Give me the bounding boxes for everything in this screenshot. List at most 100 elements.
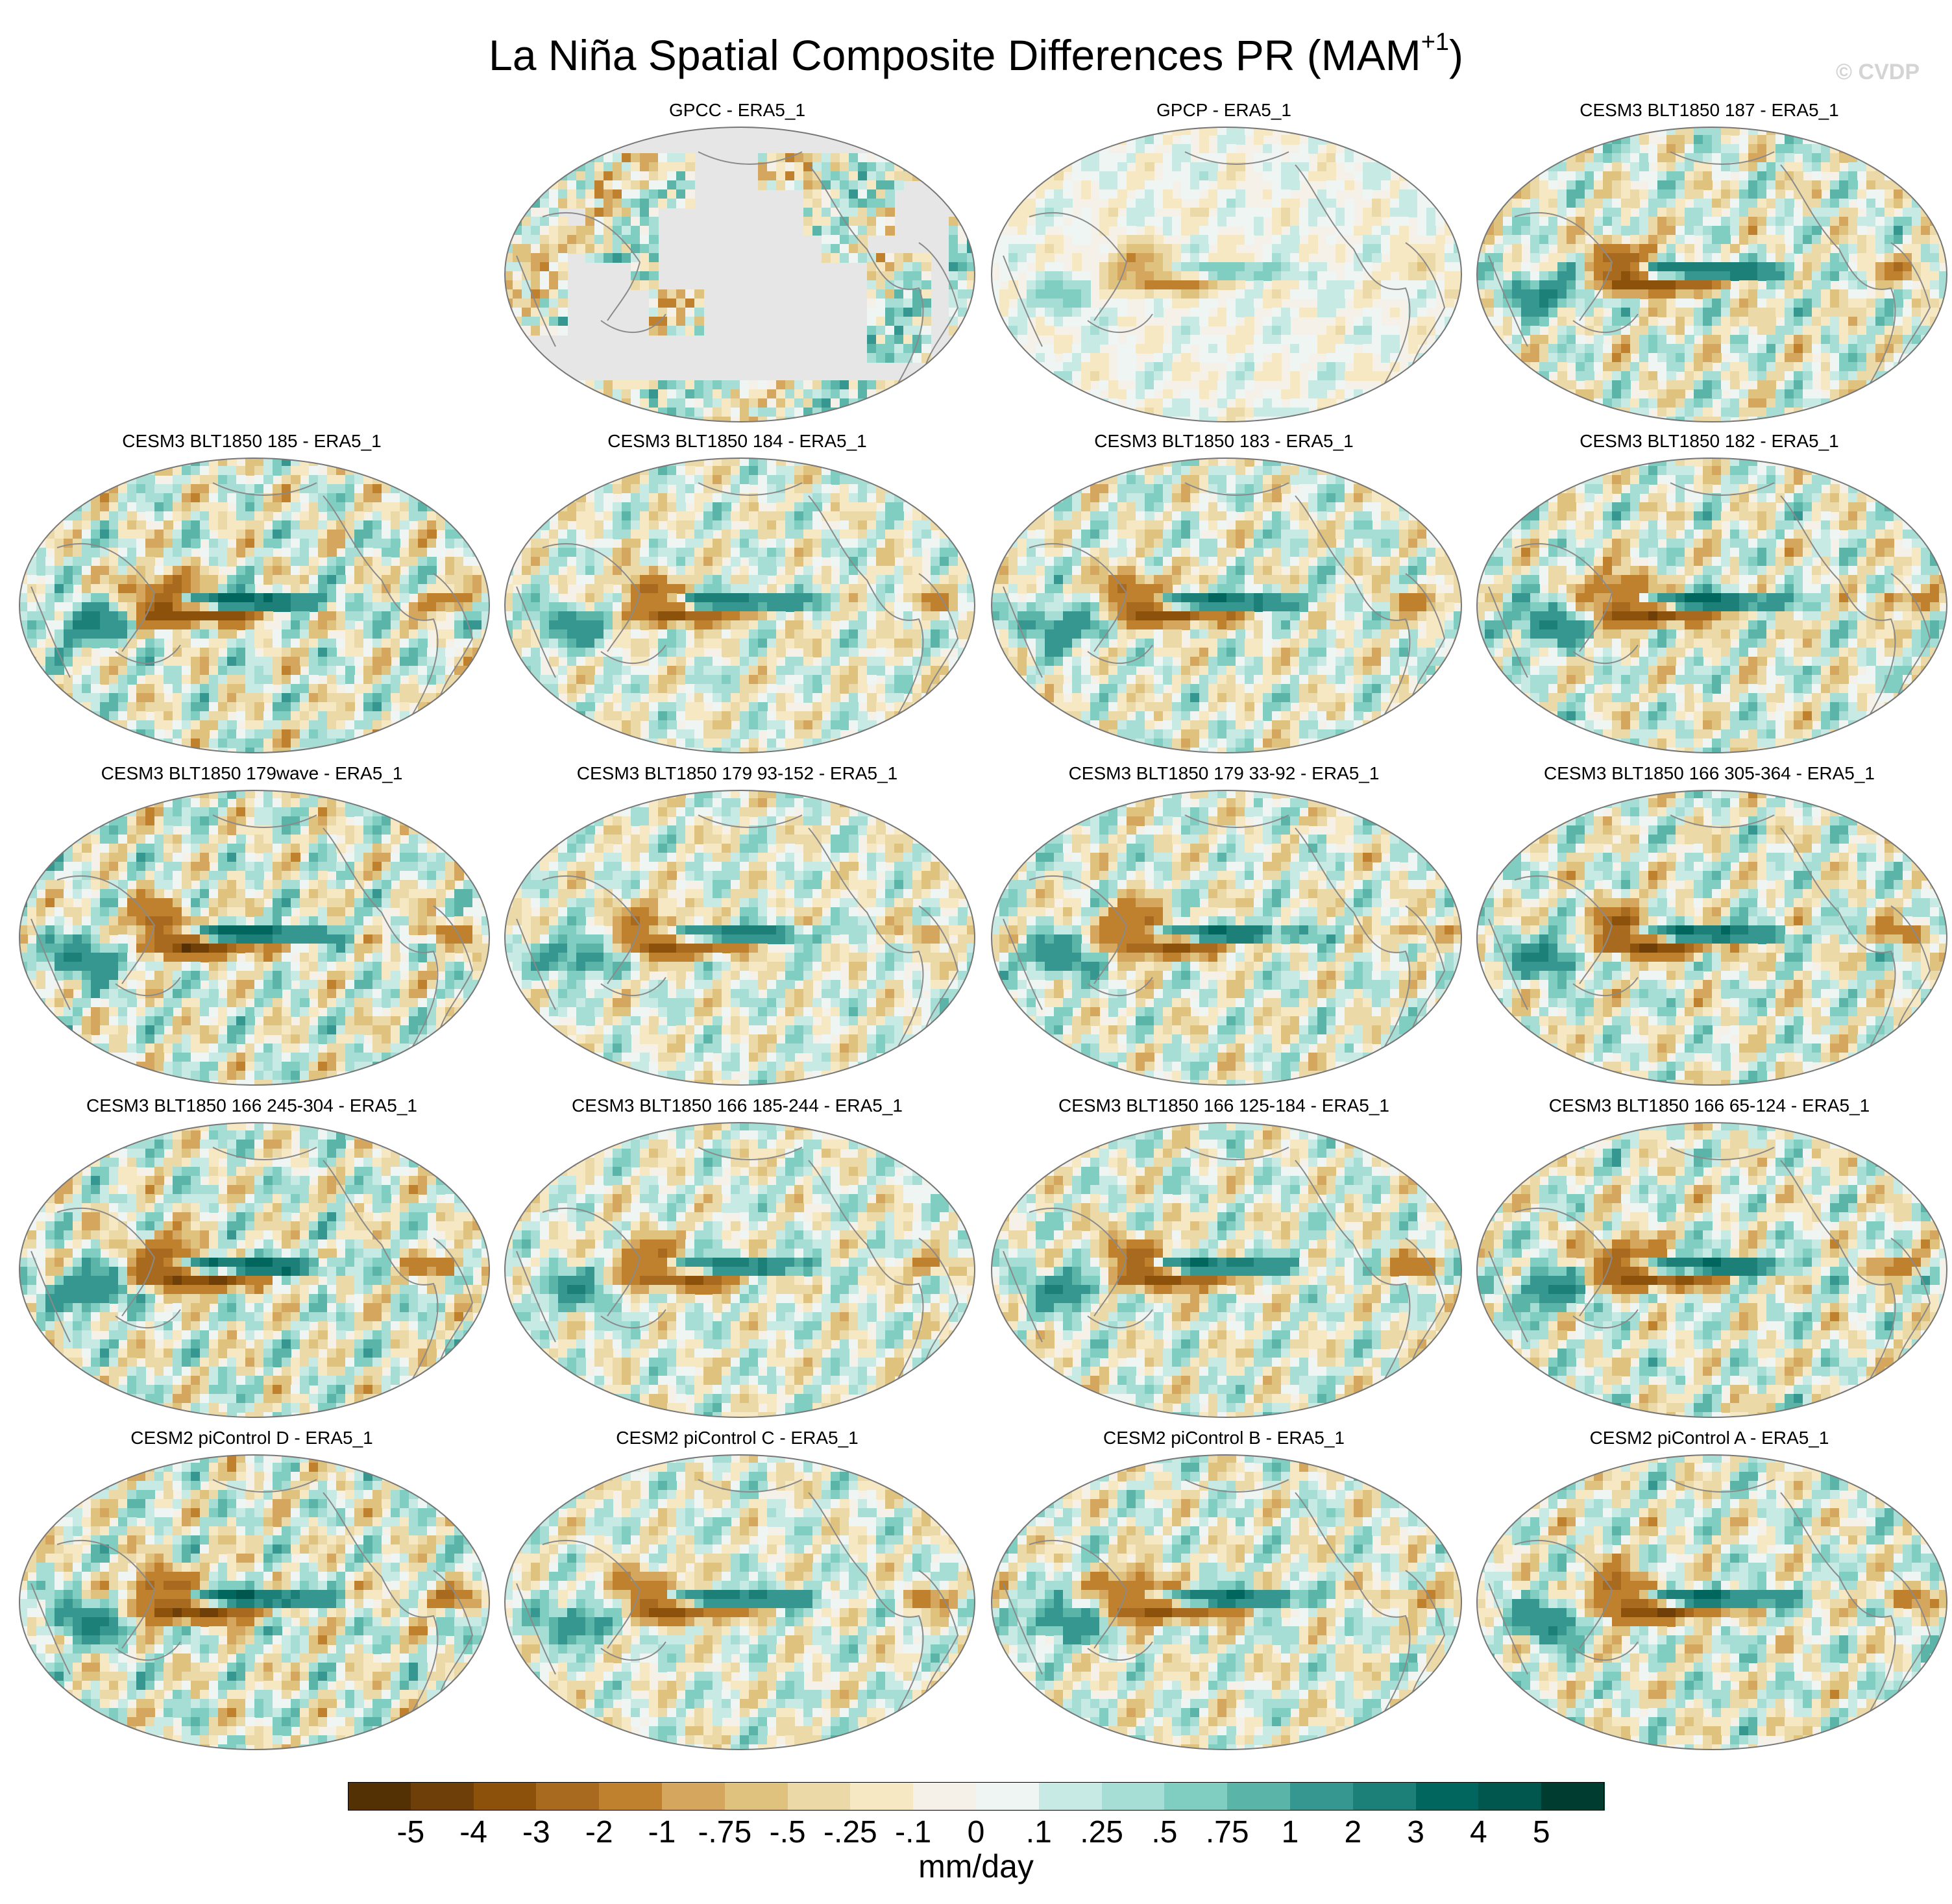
map-plot <box>504 127 975 422</box>
panel-title: CESM3 BLT1850 179 93-152 - ERA5_1 <box>497 762 977 785</box>
colorbar-tick-label: -.75 <box>698 1814 751 1851</box>
map-panel: GPCC - ERA5_1 <box>497 99 977 423</box>
panel-title: CESM3 BLT1850 166 185-244 - ERA5_1 <box>497 1094 977 1117</box>
map-plot <box>1476 1454 1947 1750</box>
panel-title: CESM3 BLT1850 184 - ERA5_1 <box>497 430 977 453</box>
colorbar-tick-label: -2 <box>585 1814 613 1851</box>
map-panel: CESM3 BLT1850 166 245-304 - ERA5_1 <box>12 1094 492 1419</box>
colorbar-swatch <box>1038 1782 1103 1811</box>
colorbar-swatch <box>850 1782 914 1811</box>
map-plot <box>19 1122 490 1418</box>
map-panel: CESM3 BLT1850 179wave - ERA5_1 <box>12 762 492 1086</box>
colorbar-tick-label: .5 <box>1151 1814 1177 1851</box>
panel-title: CESM3 BLT1850 183 - ERA5_1 <box>984 430 1464 453</box>
map-plot <box>991 790 1462 1086</box>
panel-title: CESM3 BLT1850 166 245-304 - ERA5_1 <box>12 1094 492 1117</box>
panel-title: CESM3 BLT1850 166 65-124 - ERA5_1 <box>1469 1094 1949 1117</box>
map-plot <box>19 1454 490 1750</box>
colorbar-swatch <box>348 1782 411 1811</box>
map-panel: CESM3 BLT1850 184 - ERA5_1 <box>497 430 977 754</box>
map-plot <box>991 1122 1462 1418</box>
colorbar-tick-label: -.25 <box>824 1814 877 1851</box>
colorbar-tick-label: 0 <box>968 1814 985 1851</box>
panel-title: GPCC - ERA5_1 <box>497 99 977 122</box>
colorbar-tick-label: 5 <box>1533 1814 1550 1851</box>
panel-title: GPCP - ERA5_1 <box>984 99 1464 122</box>
map-plot <box>1476 127 1947 422</box>
map-panel: CESM3 BLT1850 166 65-124 - ERA5_1 <box>1469 1094 1949 1419</box>
colorbar-swatch <box>599 1782 663 1811</box>
map-panel: CESM3 BLT1850 166 185-244 - ERA5_1 <box>497 1094 977 1419</box>
map-plot <box>1476 790 1947 1086</box>
panel-title: CESM3 BLT1850 166 125-184 - ERA5_1 <box>984 1094 1464 1117</box>
colorbar-tick-label: 3 <box>1407 1814 1424 1851</box>
colorbar-swatch <box>976 1782 1040 1811</box>
map-plot <box>504 1454 975 1750</box>
panel-title: CESM3 BLT1850 185 - ERA5_1 <box>12 430 492 453</box>
colorbar-tick-label: 4 <box>1470 1814 1487 1851</box>
colorbar-tick-label: -1 <box>648 1814 676 1851</box>
figure-title: La Niña Spatial Composite Differences PR… <box>0 18 1952 84</box>
map-panel: CESM3 BLT1850 187 - ERA5_1 <box>1469 99 1949 423</box>
colorbar-tick-label: -.5 <box>770 1814 806 1851</box>
colorbar-tick-label: 2 <box>1344 1814 1361 1851</box>
colorbar-tick-label: -5 <box>396 1814 424 1851</box>
colorbar-swatch <box>787 1782 851 1811</box>
credit-watermark: © CVDP <box>1836 60 1920 85</box>
colorbar-tick-label: .1 <box>1026 1814 1052 1851</box>
panel-title: CESM3 BLT1850 179wave - ERA5_1 <box>12 762 492 785</box>
panel-title: CESM2 piControl D - ERA5_1 <box>12 1426 492 1450</box>
panel-title: CESM2 piControl C - ERA5_1 <box>497 1426 977 1450</box>
colorbar-tick-label: 1 <box>1282 1814 1299 1851</box>
map-panel: CESM3 BLT1850 185 - ERA5_1 <box>12 430 492 754</box>
map-panel: CESM3 BLT1850 183 - ERA5_1 <box>984 430 1464 754</box>
colorbar-swatch <box>1415 1782 1480 1811</box>
map-plot <box>991 1454 1462 1750</box>
colorbar-swatch <box>1352 1782 1417 1811</box>
colorbar-tick-label: -3 <box>522 1814 550 1851</box>
map-plot <box>1476 458 1947 753</box>
colorbar-swatch <box>473 1782 537 1811</box>
map-plot <box>1476 1122 1947 1418</box>
panel-title: CESM2 piControl A - ERA5_1 <box>1469 1426 1949 1450</box>
colorbar-swatch <box>536 1782 600 1811</box>
colorbar-tick-label: .75 <box>1206 1814 1249 1851</box>
map-panel: CESM3 BLT1850 166 125-184 - ERA5_1 <box>984 1094 1464 1419</box>
colorbar-tick-label: .25 <box>1080 1814 1123 1851</box>
map-plot <box>504 458 975 753</box>
panel-title: CESM2 piControl B - ERA5_1 <box>984 1426 1464 1450</box>
map-panel: CESM2 piControl B - ERA5_1 <box>984 1426 1464 1751</box>
colorbar-swatch <box>410 1782 474 1811</box>
map-panel: CESM3 BLT1850 179 93-152 - ERA5_1 <box>497 762 977 1086</box>
colorbar-units: mm/day <box>0 1847 1952 1886</box>
map-panel: CESM2 piControl A - ERA5_1 <box>1469 1426 1949 1751</box>
map-panel: CESM3 BLT1850 179 33-92 - ERA5_1 <box>984 762 1464 1086</box>
colorbar-swatch <box>1101 1782 1165 1811</box>
map-plot <box>19 458 490 753</box>
map-plot <box>19 790 490 1086</box>
colorbar <box>348 1782 1605 1811</box>
panel-title: CESM3 BLT1850 166 305-364 - ERA5_1 <box>1469 762 1949 785</box>
colorbar-swatch <box>1164 1782 1228 1811</box>
panel-title: CESM3 BLT1850 179 33-92 - ERA5_1 <box>984 762 1464 785</box>
colorbar-swatch <box>1478 1782 1543 1811</box>
colorbar-tick-label: -4 <box>459 1814 487 1851</box>
map-panel: CESM2 piControl C - ERA5_1 <box>497 1426 977 1751</box>
map-panel: CESM3 BLT1850 182 - ERA5_1 <box>1469 430 1949 754</box>
colorbar-tick-label: -.1 <box>895 1814 931 1851</box>
map-plot <box>504 1122 975 1418</box>
map-plot <box>504 790 975 1086</box>
map-plot <box>991 127 1462 422</box>
panel-title: CESM3 BLT1850 187 - ERA5_1 <box>1469 99 1949 122</box>
map-panel: GPCP - ERA5_1 <box>984 99 1464 423</box>
map-panel: CESM2 piControl D - ERA5_1 <box>12 1426 492 1751</box>
colorbar-swatch <box>1227 1782 1291 1811</box>
map-plot <box>991 458 1462 753</box>
colorbar-swatch <box>913 1782 977 1811</box>
colorbar-swatch <box>662 1782 726 1811</box>
panel-title: CESM3 BLT1850 182 - ERA5_1 <box>1469 430 1949 453</box>
colorbar-swatch <box>1290 1782 1354 1811</box>
colorbar-swatch <box>724 1782 788 1811</box>
colorbar-swatch <box>1541 1782 1605 1811</box>
map-panel: CESM3 BLT1850 166 305-364 - ERA5_1 <box>1469 762 1949 1086</box>
